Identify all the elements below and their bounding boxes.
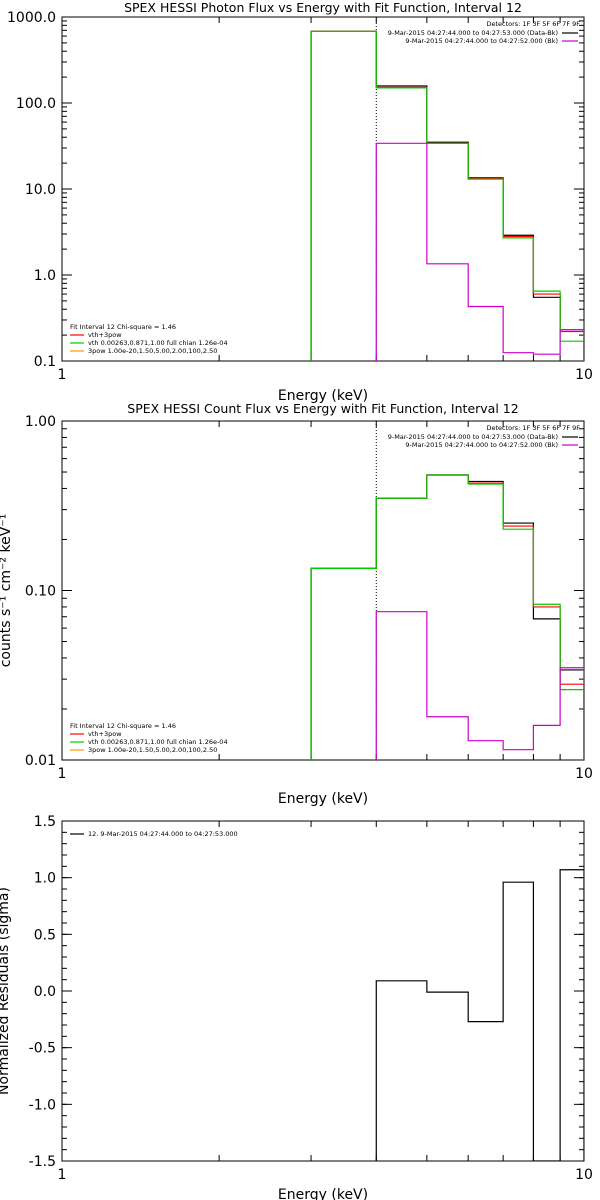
chart-title: SPEX HESSI Photon Flux vs Energy with Fi… <box>124 0 522 15</box>
y-tick-label: 0.01 <box>25 753 56 769</box>
y-tick-label: -1.0 <box>29 1097 56 1113</box>
y-tick-label: 1000.0 <box>7 10 56 26</box>
legend-entry: Fit Interval 12 Chi-square = 1.46 <box>70 722 176 730</box>
x-axis-label: Energy (keV) <box>278 388 368 404</box>
info-line: 9-Mar-2015 04:27:44.000 to 04:27:52.000 … <box>405 441 558 449</box>
legend-entry: vth 0.00263,0.871,1.00 full chian 1.26e-… <box>88 738 228 746</box>
plot-frame <box>61 820 585 1162</box>
series-line-4 <box>375 611 584 760</box>
x-tick-label: 10 <box>575 367 593 383</box>
legend-entry: vth+3pow <box>88 331 122 339</box>
x-tick-label: 10 <box>575 1167 593 1183</box>
y-tick-label: 1.5 <box>34 814 56 830</box>
info-line: 9-Mar-2015 04:27:44.000 to 04:27:53.000 … <box>388 29 558 37</box>
data-layer <box>310 421 584 760</box>
series-line-1 <box>375 869 584 1161</box>
y-tick-label: 100.0 <box>16 96 56 112</box>
y-tick-label: 10.0 <box>25 182 56 198</box>
legend-entry: 3pow 1.00e-20,1.50,5.00,2.00,100,2.50 <box>88 347 217 355</box>
x-tick-label: 10 <box>575 766 593 782</box>
chart-title: SPEX HESSI Count Flux vs Energy with Fit… <box>127 401 518 416</box>
y-tick-label: 1.0 <box>34 871 56 887</box>
legend-entry: vth 0.00263,0.871,1.00 full chian 1.26e-… <box>88 339 228 347</box>
series-line-2 <box>310 30 584 361</box>
plot-frame <box>61 16 585 362</box>
y-tick-label: -0.5 <box>29 1041 56 1057</box>
y-tick-label: 0.10 <box>25 584 56 600</box>
x-axis-label: Energy (keV) <box>278 1187 368 1200</box>
series-line-3 <box>310 474 584 760</box>
y-axis-label: counts s⁻¹ cm⁻² keV⁻¹ <box>0 514 14 668</box>
y-axis-label: Normalized Residuals (sigma) <box>0 887 12 1095</box>
chart-panel-3: 1 10 -1.5 -1.0 -0.5 0.0 0.5 1.0 1.5 Energy (keV) N… <box>0 814 593 1200</box>
chart-panel-1: SPEX HESSI Photon Flux vs Energy with Fi… <box>7 0 593 404</box>
x-tick-label: 1 <box>58 1167 67 1183</box>
legend-entry: Fit Interval 12 Chi-square = 1.46 <box>70 323 176 331</box>
y-tick-label: -1.5 <box>29 1154 56 1170</box>
legend-entry: 12. 9-Mar-2015 04:27:44.000 to 04:27:53.… <box>88 830 238 838</box>
series-line-4 <box>375 142 584 361</box>
series-line-1 <box>310 30 584 361</box>
detectors-label: Detectors: 1F 3F 5F 6F 7F 9F <box>486 20 580 28</box>
legend-entry: 3pow 1.00e-20,1.50,5.00,2.00,100,2.50 <box>88 746 217 754</box>
series-line-3 <box>310 30 584 361</box>
chart-panel-2: SPEX HESSI Count Flux vs Energy with Fit… <box>0 401 593 807</box>
y-tick-label: 0.0 <box>34 984 56 1000</box>
y-tick-label: 1.00 <box>25 414 56 430</box>
y-tick-label: 0.1 <box>34 354 56 370</box>
data-layer <box>310 17 584 361</box>
plot-frame <box>61 420 585 761</box>
info-line: 9-Mar-2015 04:27:44.000 to 04:27:52.000 … <box>405 37 558 45</box>
legend-entry: vth+3pow <box>88 730 122 738</box>
y-tick-label: 0.5 <box>34 927 56 943</box>
x-tick-label: 1 <box>58 766 67 782</box>
data-layer <box>375 869 584 1161</box>
x-tick-label: 1 <box>58 367 67 383</box>
detectors-label: Detectors: 1F 3F 5F 6F 7F 9F <box>486 424 580 432</box>
info-line: 9-Mar-2015 04:27:44.000 to 04:27:53.000 … <box>388 433 558 441</box>
x-axis-label: Energy (keV) <box>278 791 368 807</box>
y-tick-label: 1.0 <box>34 268 56 284</box>
